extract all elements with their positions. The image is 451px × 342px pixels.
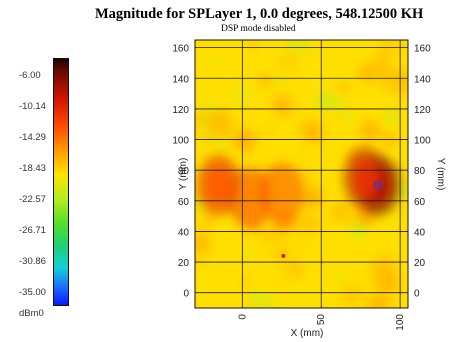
y-tick-label-right: 100 [414,136,431,147]
texture-blob [271,242,292,263]
y-axis-label: Y (mm) [178,158,189,191]
y-ticks-right: 0 20 40 60 80 100 120 140 160 [414,44,431,300]
markers [281,181,383,258]
texture-blob [195,57,215,82]
y-tick-label: 100 [172,136,189,147]
texture-blob [198,215,215,232]
colorbar-tick-label: -30.86 [19,256,46,267]
y-tick-label-right: 80 [414,166,426,177]
texture-blob [258,226,275,243]
colorbar-tick-label: -35.00 [19,287,46,298]
texture-blob [286,40,312,54]
texture-blob [300,213,321,234]
y-tick-label-right: 20 [414,258,426,269]
y-tick-label: 0 [183,289,189,300]
colorbar-tick-label: -6.00 [19,70,41,81]
x-tick-label: 50 [316,314,327,326]
texture-blob [385,111,398,124]
grid-lines [195,40,408,308]
hotspot [268,173,295,214]
marker-ring [373,181,383,190]
texture-blob [370,58,394,82]
hotspot [205,165,232,206]
colorbar [53,58,69,306]
texture-blob [276,76,287,86]
texture-blob [233,128,258,153]
y-tick-label-right: 160 [414,44,431,55]
chart-title: Magnitude for SPLayer 1, 0.0 degrees, 54… [95,6,424,22]
colorbar-unit-label: dBm0 [19,308,44,319]
y-tick-label-right: 120 [414,105,431,116]
y-tick-label: 160 [172,44,189,55]
texture-blob [241,278,251,288]
texture-blob [370,253,397,280]
y-tick-label: 20 [178,258,190,269]
texture-blob [339,81,350,92]
y-tick-label: 40 [178,227,190,238]
texture-blob [211,118,233,140]
texture-blob [390,68,408,94]
texture-blob [339,208,359,228]
texture-blob [300,186,323,209]
texture-blob [316,91,335,110]
texture-blob [359,120,381,141]
texture-blob [304,124,324,144]
colorbar-tick-label: -10.14 [19,101,46,112]
y-tick-label-right: 60 [414,197,426,208]
colorbar-tick-label: -26.71 [19,225,46,236]
x-ticks: 0 50 100 [237,314,406,331]
chart-subtitle: DSP mode disabled [221,24,296,34]
plot-frame [194,39,409,309]
texture-blob [257,40,267,46]
texture-blob [295,235,311,251]
y-tick-label-right: 0 [414,289,420,300]
colorbar-tick-label: -14.29 [19,132,46,143]
texture-blob [240,249,251,259]
colorbar-tick-label: -18.43 [19,163,46,174]
texture-blob [280,264,299,283]
texture-blob [272,95,288,111]
hotspot [237,177,264,218]
texture-blob [213,58,223,67]
texture-blob [337,274,346,284]
texture-blob [218,142,228,151]
texture-blob [381,44,392,56]
y-tick-label-right: 40 [414,227,426,238]
y-tick-label-right: 140 [414,74,431,85]
y-tick-label: 140 [172,74,189,85]
texture-blob [277,50,290,63]
marker-dot [281,253,286,258]
texture-blob [341,284,364,308]
texture-blob [293,218,306,231]
x-axis-label: X (mm) [291,328,324,339]
texture-blob [195,248,208,267]
y-tick-label: 120 [172,105,189,116]
x-tick-label: 100 [395,314,406,331]
texture-blob [248,291,275,308]
y-tick-label: 60 [178,197,190,208]
texture-blob [262,121,278,137]
y-ticks-left: 0 20 40 60 80 100 120 140 160 [172,44,189,300]
texture-blob [365,293,392,308]
texture-blob [259,74,273,88]
texture-blob [285,283,312,308]
y-tick-label: 80 [178,166,190,177]
texture-blob [195,199,202,212]
x-tick-label: 0 [237,314,248,320]
texture-blob [247,40,260,50]
texture-blob [380,80,393,93]
hotspot [352,157,379,198]
y-axis-label-right: Y (mm) [435,158,446,191]
colorbar-tick-label: -22.57 [19,194,46,205]
texture-blob [342,111,356,125]
texture-blob [297,147,310,159]
